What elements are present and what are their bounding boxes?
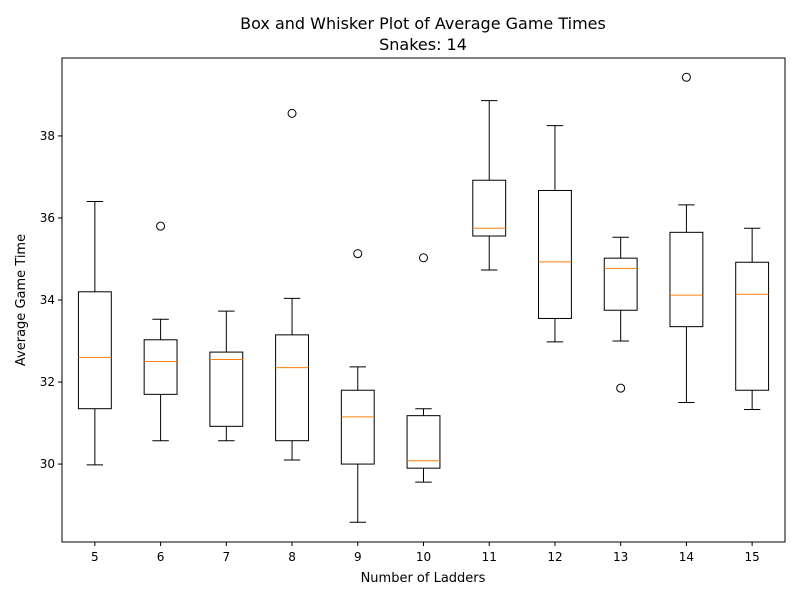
- y-axis-label: Average Game Time: [14, 234, 29, 366]
- box-outlier: [616, 383, 626, 393]
- x-tick-label: 10: [416, 550, 431, 564]
- box-outlier: [419, 253, 428, 263]
- box-iqr: [143, 339, 178, 395]
- box-iqr: [669, 231, 704, 328]
- x-tick-label: 6: [157, 550, 165, 564]
- box-iqr: [275, 334, 309, 442]
- y-tick-label: 30: [40, 457, 55, 471]
- box-iqr: [406, 415, 441, 469]
- box-iqr: [209, 351, 244, 427]
- y-tick-label: 32: [40, 375, 55, 389]
- box-outlier: [353, 249, 363, 259]
- x-tick-label: 15: [744, 550, 759, 564]
- box-outlier: [287, 108, 297, 118]
- x-tick-label: 7: [222, 550, 230, 564]
- x-tick-label: 9: [354, 550, 362, 564]
- box-iqr: [603, 257, 638, 311]
- x-tick-label: 11: [482, 550, 497, 564]
- y-tick-label: 34: [40, 293, 55, 307]
- plot-frame: [61, 57, 786, 543]
- y-tick-label: 36: [40, 211, 55, 225]
- box-outlier: [156, 221, 166, 231]
- y-tick-label: 38: [40, 129, 55, 143]
- box-iqr: [735, 261, 770, 391]
- x-tick-label: 14: [679, 550, 694, 564]
- box-iqr: [538, 189, 572, 319]
- x-tick-label: 8: [288, 550, 296, 564]
- chart-subtitle: Snakes: 14: [379, 35, 467, 54]
- x-tick-label: 5: [91, 550, 99, 564]
- plot-area: 30 32 34 36 38 5 6 7 8 9 10 11 12 13 14 15: [40, 72, 770, 564]
- box-iqr: [340, 389, 375, 465]
- box-iqr: [472, 179, 507, 237]
- box-iqr: [77, 291, 112, 410]
- chart-title: Box and Whisker Plot of Average Game Tim…: [240, 14, 606, 33]
- box-outlier: [681, 72, 691, 82]
- x-tick-label: 13: [613, 550, 628, 564]
- x-tick-label: 12: [547, 550, 562, 564]
- x-axis-label: Number of Ladders: [361, 571, 486, 586]
